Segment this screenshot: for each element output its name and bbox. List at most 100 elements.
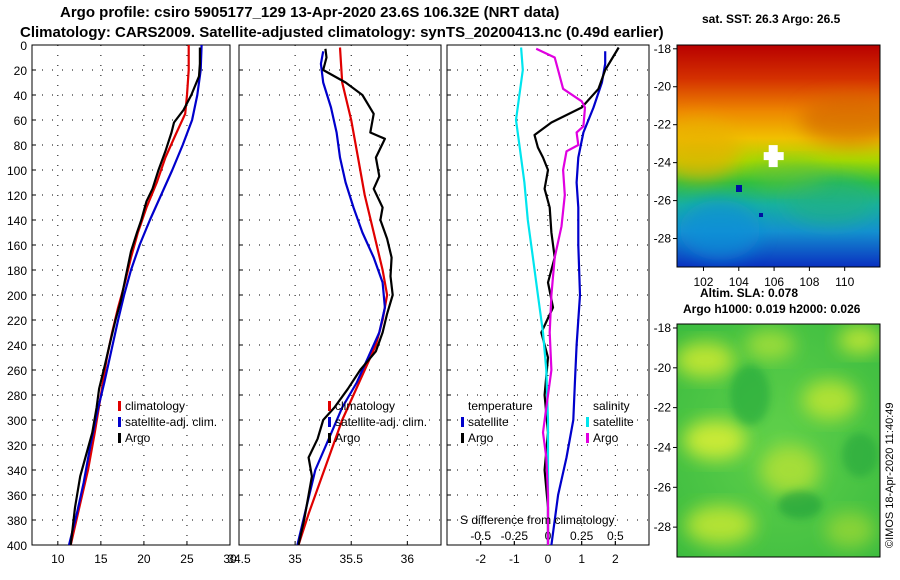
sst-map: sat. SST: 26.3 Argo: 26.5	[676, 12, 881, 268]
salinity-legend: climatology satellite-adj. clim. Argo	[328, 399, 427, 445]
temperature-plot-frame	[31, 44, 231, 546]
legend-satellite-label: satellite-adj. clim.	[125, 415, 217, 429]
depth-tick-label: 100	[7, 164, 27, 178]
legend-argo-swatch	[118, 433, 121, 443]
legend-temp-argo-swatch	[461, 433, 464, 443]
x-tick-label: 34.5	[227, 552, 251, 566]
depth-tick-label: 160	[7, 239, 27, 253]
series-salinity-argo	[535, 47, 587, 545]
temperature-legend: climatology satellite-adj. clim. Argo	[118, 399, 217, 445]
legend-salinity-heading: salinity	[593, 399, 630, 413]
depth-tick-label: 80	[14, 139, 28, 153]
legend-argo-label: Argo	[335, 431, 361, 445]
series-salinity-satellite	[514, 47, 550, 545]
profile-location-marker-stem	[768, 145, 778, 168]
legend-climatology-swatch	[328, 401, 331, 411]
legend-satellite-swatch	[328, 417, 331, 427]
depth-tick-label: 180	[7, 264, 27, 278]
map-y-tick-label: -24	[654, 440, 672, 454]
sst-map-frame	[676, 44, 881, 268]
depth-tick-label: 140	[7, 214, 27, 228]
temperature-panel	[31, 44, 231, 546]
depth-tick-label: 400	[7, 539, 27, 553]
legend-climatology-label: climatology	[335, 399, 395, 413]
depth-tick-label: 0	[20, 39, 27, 53]
x-tick-label: 1	[578, 552, 585, 566]
map-y-tick-label: -26	[654, 480, 672, 494]
salinity-diff-tick-label: 0.5	[607, 529, 624, 543]
series-climatology	[69, 45, 190, 546]
depth-tick-label: 240	[7, 339, 27, 353]
sla-map-frame	[676, 323, 881, 558]
map-y-tick-label: -28	[654, 232, 672, 246]
x-tick-label: 35	[288, 552, 302, 566]
map-y-tick-label: -24	[654, 156, 672, 170]
map-x-tick-label: 106	[764, 275, 784, 289]
legend-satellite-label: satellite-adj. clim.	[335, 415, 427, 429]
sla-map: Altim. SLA: 0.078 Argo h1000: 0.019 h200…	[676, 286, 896, 558]
x-tick-label: -1	[509, 552, 520, 566]
depth-tick-label: 380	[7, 514, 27, 528]
x-tick-label: 25	[180, 552, 194, 566]
legend-temp-argo-label: Argo	[468, 431, 494, 445]
depth-tick-label: 40	[14, 89, 28, 103]
series-satellite-adj-clim-	[67, 44, 203, 546]
salinity-diff-tick-label: -0.25	[501, 529, 529, 543]
legend-sal-argo-swatch	[586, 433, 589, 443]
depth-tick-label: 340	[7, 464, 27, 478]
x-tick-label: 0	[545, 552, 552, 566]
salinity-difference-axis-label: S difference from climatology	[460, 513, 615, 527]
sst-cold-spot	[736, 185, 742, 192]
difference-legend: temperature satellite Argo salinity sate…	[460, 399, 634, 527]
sla-map-title: Altim. SLA: 0.078	[700, 286, 798, 300]
legend-temp-satellite-swatch	[461, 417, 464, 427]
depth-tick-label: 300	[7, 414, 27, 428]
legend-climatology-label: climatology	[125, 399, 185, 413]
series-argo	[69, 47, 201, 546]
depth-tick-label: 200	[7, 289, 27, 303]
depth-tick-label: 60	[14, 114, 28, 128]
depth-tick-label: 280	[7, 389, 27, 403]
map-y-tick-label: -18	[654, 321, 672, 335]
legend-temperature-heading: temperature	[468, 399, 533, 413]
sst-map-title: sat. SST: 26.3 Argo: 26.5	[702, 12, 841, 26]
legend-satellite-swatch	[118, 417, 121, 427]
x-tick-label: 20	[137, 552, 151, 566]
depth-tick-label: 360	[7, 489, 27, 503]
map-y-tick-label: -20	[654, 361, 672, 375]
legend-argo-label: Argo	[125, 431, 151, 445]
series-temperature-satellite	[550, 51, 607, 546]
legend-sal-argo-label: Argo	[593, 431, 619, 445]
depth-tick-label: 20	[14, 64, 28, 78]
x-tick-label: 36	[401, 552, 415, 566]
depth-tick-label: 260	[7, 364, 27, 378]
x-tick-label: -2	[475, 552, 486, 566]
map-y-tick-label: -28	[654, 520, 672, 534]
legend-temp-satellite-label: satellite	[468, 415, 509, 429]
salinity-diff-tick-label: 0.25	[570, 529, 594, 543]
sla-map-subtitle: Argo h1000: 0.019 h2000: 0.026	[683, 302, 861, 316]
legend-climatology-swatch	[118, 401, 121, 411]
map-y-tick-label: -18	[654, 42, 672, 56]
map-y-tick-label: -22	[654, 401, 672, 415]
series-satellite-adj-clim-	[296, 51, 386, 546]
depth-tick-label: 220	[7, 314, 27, 328]
legend-argo-swatch	[328, 433, 331, 443]
map-y-tick-label: -22	[654, 118, 672, 132]
x-tick-label: 30	[223, 552, 237, 566]
depth-tick-label: 120	[7, 189, 27, 203]
x-tick-label: 10	[51, 552, 65, 566]
chart-title-line2: Climatology: CARS2009. Satellite-adjuste…	[20, 24, 664, 41]
legend-sal-satellite-swatch	[586, 417, 589, 427]
salinity-diff-tick-label: -0.5	[470, 529, 491, 543]
x-tick-label: 35.5	[340, 552, 364, 566]
depth-tick-label: 320	[7, 439, 27, 453]
map-x-tick-label: 108	[799, 275, 819, 289]
legend-sal-satellite-label: satellite	[593, 415, 634, 429]
map-y-tick-label: -20	[654, 80, 672, 94]
x-tick-label: 2	[612, 552, 619, 566]
imos-credit: ©IMOS 18-Apr-2020 11:40:49	[884, 403, 896, 548]
map-x-tick-label: 104	[729, 275, 749, 289]
map-y-tick-label: -26	[654, 194, 672, 208]
